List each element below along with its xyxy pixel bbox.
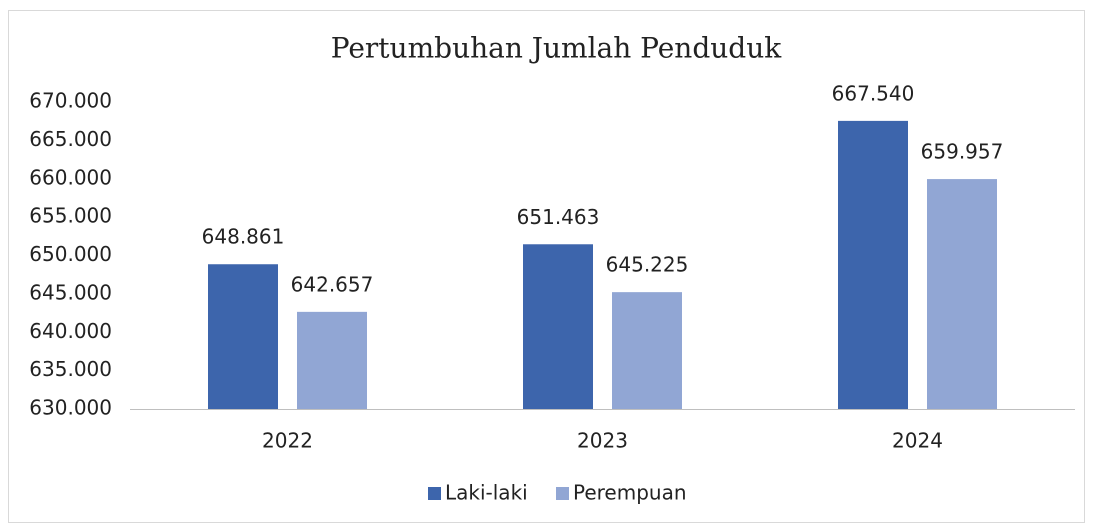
- y-tick-label: 660.000: [29, 165, 112, 189]
- y-tick-label: 630.000: [29, 396, 112, 420]
- legend-swatch: [556, 487, 569, 500]
- legend-label: Perempuan: [573, 481, 687, 505]
- data-label: 642.657: [291, 272, 374, 296]
- data-label: 651.463: [517, 205, 600, 229]
- data-label: 648.861: [202, 225, 285, 249]
- y-tick-label: 670.000: [29, 89, 112, 113]
- x-tick-label: 2022: [262, 429, 313, 453]
- bar: [523, 244, 593, 409]
- bar: [838, 120, 908, 410]
- data-label: 659.957: [921, 140, 1004, 164]
- y-tick-label: 665.000: [29, 127, 112, 151]
- data-label: 667.540: [832, 81, 915, 105]
- legend-label: Laki-laki: [445, 481, 528, 505]
- bar: [297, 311, 367, 409]
- y-tick-label: 650.000: [29, 242, 112, 266]
- data-label: 645.225: [606, 253, 689, 277]
- chart-title: Pertumbuhan Jumlah Penduduk: [331, 32, 782, 65]
- x-tick-label: 2024: [892, 429, 943, 453]
- legend-swatch: [428, 487, 441, 500]
- bar: [612, 292, 682, 409]
- y-tick-label: 655.000: [29, 204, 112, 228]
- y-tick-label: 640.000: [29, 319, 112, 343]
- x-tick-label: 2023: [577, 429, 628, 453]
- y-tick-label: 645.000: [29, 280, 112, 304]
- y-tick-label: 635.000: [29, 357, 112, 381]
- bar: [927, 179, 997, 409]
- bar: [208, 264, 278, 409]
